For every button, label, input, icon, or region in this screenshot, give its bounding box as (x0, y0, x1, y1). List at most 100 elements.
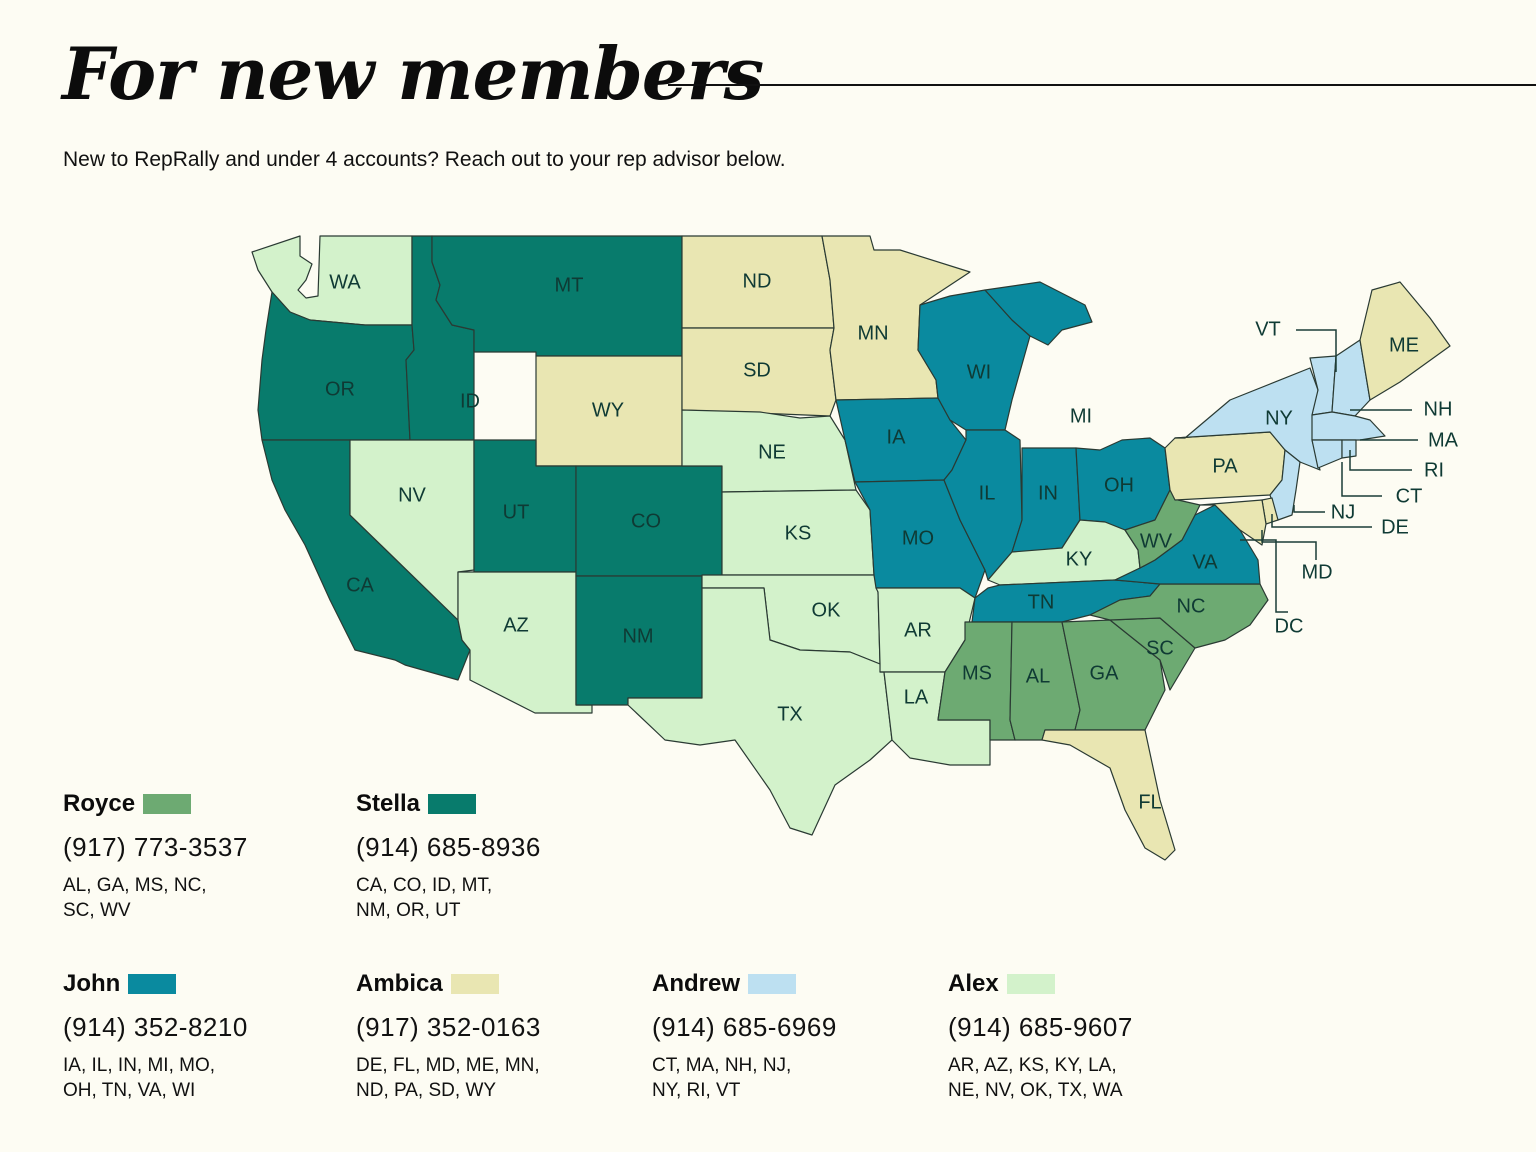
advisor-states-line2: NY, RI, VT (652, 1080, 741, 1101)
label-UT: UT (503, 501, 530, 523)
advisor-name: Alex (948, 970, 999, 997)
state-CT[interactable] (1311, 439, 1343, 469)
leader-nj (1293, 505, 1325, 513)
label-VA: VA (1192, 551, 1218, 573)
advisor-phone: (914) 685-9607 (948, 1012, 1133, 1042)
advisor-color-swatch (748, 974, 797, 994)
label-NM: NM (622, 625, 653, 647)
advisor-phone: (917) 352-0163 (356, 1012, 541, 1042)
state-WV[interactable] (1124, 489, 1201, 569)
advisor-phone: (914) 685-6969 (652, 1012, 837, 1042)
label-TN: TN (1028, 591, 1055, 613)
label-MD: MD (1301, 561, 1332, 583)
advisor-name: Andrew (652, 970, 741, 997)
state-NY[interactable] (1174, 367, 1321, 471)
label-AZ: AZ (503, 614, 529, 636)
advisor-phone: (914) 685-8936 (356, 832, 541, 862)
label-MS: MS (962, 662, 992, 684)
advisor-name: John (63, 970, 121, 997)
label-NV: NV (398, 484, 426, 506)
label-LA: LA (904, 686, 929, 708)
label-PA: PA (1212, 455, 1238, 477)
advisor-card-ambica: Ambica (917) 352-0163 DE, FL, MD, ME, MN… (356, 970, 616, 1103)
advisor-states-line2: OH, TN, VA, WI (63, 1080, 196, 1101)
label-NH: NH (1424, 398, 1453, 420)
advisor-name: Ambica (356, 970, 443, 997)
advisor-states-line1: CT, MA, NH, NJ, (652, 1055, 792, 1076)
advisor-card-royce: Royce (917) 773-3537 AL, GA, MS, NC, SC,… (63, 790, 323, 923)
label-NC: NC (1177, 595, 1206, 617)
advisor-states: CT, MA, NH, NJ, NY, RI, VT (652, 1053, 852, 1103)
label-MI: MI (1070, 405, 1092, 427)
leader-ct (1341, 462, 1382, 497)
advisor-color-swatch (428, 794, 477, 814)
state-AZ[interactable] (457, 571, 593, 714)
advisor-states-line2: NM, OR, UT (356, 900, 461, 921)
state-TX[interactable] (627, 587, 893, 836)
state-IL[interactable] (943, 429, 1023, 581)
advisor-name: Stella (356, 790, 421, 817)
advisor-card-alex: Alex (914) 685-9607 AR, AZ, KS, KY, LA, … (948, 970, 1208, 1103)
state-NC[interactable] (1089, 583, 1269, 649)
advisor-color-swatch (1006, 974, 1055, 994)
state-labels: WA OR CA ID NV MT WY UT AZ CO NM ND SD N… (325, 270, 1459, 813)
label-NY: NY (1265, 407, 1293, 429)
advisor-color-swatch (450, 974, 499, 994)
advisor-phone: (917) 773-3537 (63, 832, 248, 862)
leader-md (1261, 530, 1317, 560)
state-NJ[interactable] (1269, 449, 1301, 521)
label-MN: MN (857, 322, 888, 344)
advisor-color-swatch (128, 974, 177, 994)
label-OK: OK (812, 599, 842, 621)
state-NH[interactable] (1331, 339, 1371, 417)
advisor-card-john: John (914) 352-8210 IA, IL, IN, MI, MO, … (63, 970, 323, 1103)
label-CA: CA (346, 574, 374, 596)
label-WI: WI (967, 361, 991, 383)
advisor-states-line2: ND, PA, SD, WY (356, 1080, 497, 1101)
advisor-states: AL, GA, MS, NC, SC, WV (63, 873, 263, 923)
label-SD: SD (743, 359, 771, 381)
advisor-states-line1: IA, IL, IN, MI, MO, (63, 1055, 216, 1076)
state-ME[interactable] (1359, 281, 1451, 401)
label-FL: FL (1138, 791, 1161, 813)
advisor-card-stella: Stella (914) 685-8936 CA, CO, ID, MT, NM… (356, 790, 616, 923)
label-CT: CT (1396, 485, 1423, 507)
leader-dc (1240, 539, 1288, 613)
advisor-states: CA, CO, ID, MT, NM, OR, UT (356, 873, 556, 923)
label-IA: IA (887, 426, 907, 448)
title-divider (668, 84, 1536, 86)
advisor-name: Royce (63, 790, 136, 817)
leader-de (1271, 514, 1372, 528)
leader-ri (1349, 450, 1412, 471)
label-AR: AR (904, 619, 932, 641)
state-FL[interactable] (1041, 729, 1176, 861)
state-MA[interactable] (1311, 411, 1386, 441)
label-KS: KS (785, 522, 812, 544)
page-subtitle: New to RepRally and under 4 accounts? Re… (63, 148, 786, 171)
advisor-color-swatch (143, 794, 192, 814)
label-MO: MO (902, 527, 934, 549)
label-WY: WY (592, 399, 624, 421)
advisor-states-line1: DE, FL, MD, ME, MN, (356, 1055, 540, 1076)
label-VT: VT (1255, 318, 1281, 340)
label-ID: ID (460, 390, 480, 412)
label-CO: CO (631, 510, 661, 532)
label-NJ: NJ (1331, 501, 1355, 523)
label-OH: OH (1104, 474, 1134, 496)
label-KY: KY (1066, 548, 1093, 570)
advisor-phone: (914) 352-8210 (63, 1012, 248, 1042)
label-AL: AL (1026, 665, 1050, 687)
advisor-states: DE, FL, MD, ME, MN, ND, PA, SD, WY (356, 1053, 556, 1103)
label-OR: OR (325, 378, 355, 400)
label-GA: GA (1090, 662, 1120, 684)
state-MD[interactable] (1199, 499, 1267, 546)
state-RI[interactable] (1341, 439, 1357, 459)
label-ND: ND (743, 270, 772, 292)
advisor-states-line1: CA, CO, ID, MT, (356, 875, 493, 896)
label-SC: SC (1146, 637, 1174, 659)
state-MI[interactable] (984, 281, 1093, 346)
label-MA: MA (1428, 429, 1459, 451)
advisor-states-line1: AR, AZ, KS, KY, LA, (948, 1055, 1117, 1076)
advisor-states-line2: NE, NV, OK, TX, WA (948, 1080, 1123, 1101)
advisor-states-line2: SC, WV (63, 900, 131, 921)
